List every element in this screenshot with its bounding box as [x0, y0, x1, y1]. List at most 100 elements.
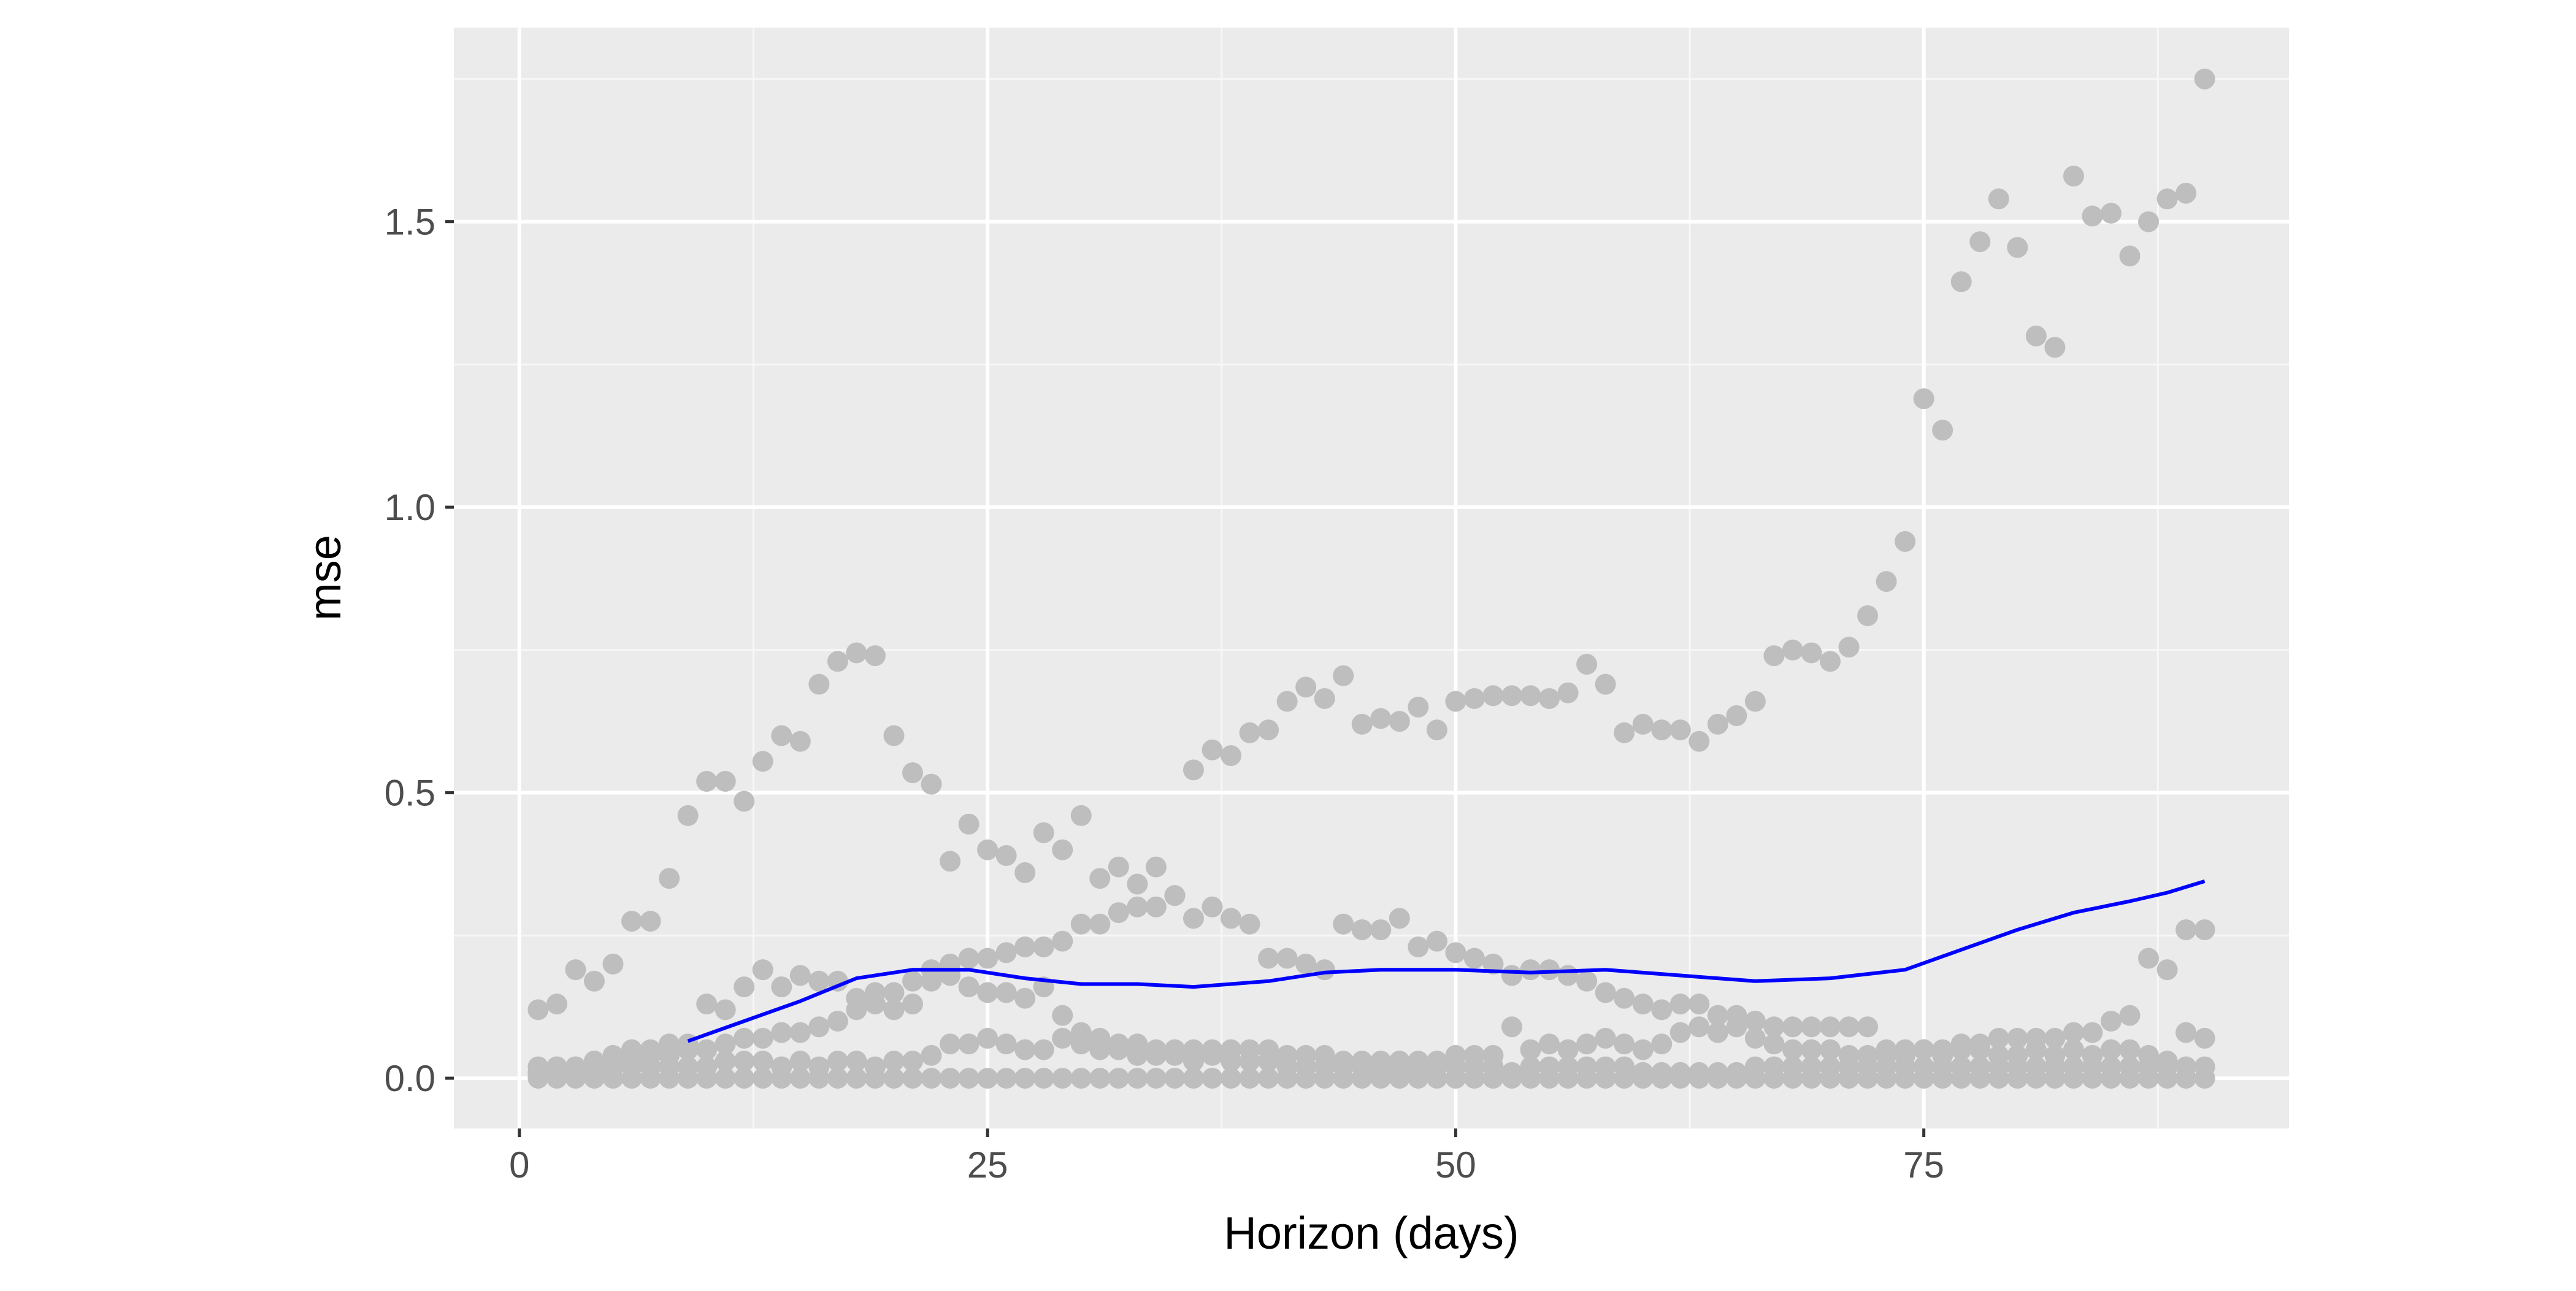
data-point — [1632, 1068, 1654, 1089]
data-point — [1913, 1039, 1934, 1060]
data-point — [2044, 337, 2066, 358]
data-point — [1969, 231, 1991, 253]
data-point — [734, 976, 755, 998]
data-point — [1614, 1068, 1635, 1089]
data-point — [1520, 1039, 1541, 1060]
data-point — [1127, 1068, 1148, 1089]
data-point — [1221, 1068, 1242, 1089]
data-point — [640, 911, 661, 932]
data-point — [902, 994, 923, 1015]
data-point — [789, 1022, 811, 1043]
data-point — [1014, 987, 1036, 1009]
data-point — [1389, 711, 1410, 732]
data-point — [827, 1051, 848, 1072]
data-point — [715, 1033, 736, 1055]
data-point — [1351, 919, 1373, 941]
data-point — [1838, 637, 1860, 658]
data-point — [958, 813, 979, 835]
y-tick-label: 1.0 — [385, 487, 435, 528]
data-point — [696, 770, 718, 792]
data-point — [1820, 1068, 1841, 1089]
data-point — [1333, 665, 1354, 686]
data-point — [1950, 1039, 1972, 1060]
data-point — [696, 1039, 718, 1060]
data-point — [1183, 759, 1204, 781]
data-point — [1595, 1068, 1616, 1089]
data-point — [677, 805, 699, 826]
data-point — [789, 1068, 811, 1089]
data-point — [1876, 1068, 1897, 1089]
data-point — [1857, 1016, 1879, 1038]
data-point — [1707, 713, 1728, 735]
data-point — [1408, 696, 1429, 718]
data-point — [715, 1068, 736, 1089]
data-point — [1202, 1068, 1223, 1089]
data-point — [2044, 1027, 2066, 1049]
smooth-trend-line — [687, 879, 2206, 1043]
data-point — [1145, 856, 1167, 878]
data-point — [2194, 1027, 2215, 1049]
data-point — [1763, 645, 1785, 667]
data-point — [1763, 1033, 1785, 1055]
data-point — [1632, 994, 1654, 1015]
data-point — [771, 1022, 792, 1043]
data-point — [771, 976, 792, 998]
data-point — [977, 1027, 999, 1049]
data-point — [1501, 685, 1522, 707]
data-point — [771, 725, 792, 746]
data-point — [1857, 1068, 1879, 1089]
data-point — [1408, 1068, 1429, 1089]
data-point — [808, 673, 830, 695]
data-point — [1782, 1039, 1803, 1060]
data-point — [621, 911, 643, 932]
data-point — [1145, 896, 1167, 917]
data-point — [1239, 1068, 1260, 1089]
data-point — [1108, 856, 1129, 878]
data-point — [2175, 182, 2197, 204]
data-point — [977, 948, 999, 969]
data-point — [1988, 188, 2009, 210]
data-point — [1539, 1033, 1560, 1055]
data-point — [1669, 1022, 1691, 1043]
data-point — [1239, 722, 1260, 743]
data-point — [771, 1068, 792, 1089]
data-point — [1763, 1016, 1785, 1038]
data-point — [1295, 953, 1317, 975]
data-point — [602, 1068, 624, 1089]
data-point — [1726, 1068, 1747, 1089]
data-point — [883, 725, 905, 746]
data-point — [1744, 691, 1766, 712]
data-point — [1183, 1051, 1204, 1072]
data-point — [1820, 1016, 1841, 1038]
data-point — [1164, 885, 1186, 906]
data-point — [1033, 936, 1054, 957]
data-point — [827, 1068, 848, 1089]
data-point — [1276, 948, 1298, 969]
data-point — [2100, 202, 2122, 224]
data-point — [1557, 1068, 1579, 1089]
data-point — [864, 1068, 886, 1089]
data-point — [752, 751, 773, 772]
data-point — [864, 645, 886, 667]
data-point — [1276, 691, 1298, 712]
data-point — [1614, 987, 1635, 1009]
data-point — [2025, 1068, 2047, 1089]
x-tick-label: 25 — [967, 1144, 1008, 1186]
data-point — [1595, 673, 1616, 695]
data-point — [1127, 1044, 1148, 1066]
data-point — [808, 1068, 830, 1089]
data-point — [1669, 719, 1691, 741]
data-point — [1820, 1039, 1841, 1060]
data-point — [546, 1068, 567, 1089]
data-point — [1557, 1039, 1579, 1060]
data-point — [883, 1068, 905, 1089]
data-point — [995, 1068, 1017, 1089]
data-point — [2082, 1068, 2103, 1089]
data-point — [1014, 1068, 1036, 1089]
data-point — [2119, 1068, 2141, 1089]
data-point — [1426, 930, 1447, 952]
data-point — [734, 1068, 755, 1089]
data-point — [1370, 919, 1392, 941]
data-point — [2138, 948, 2160, 969]
